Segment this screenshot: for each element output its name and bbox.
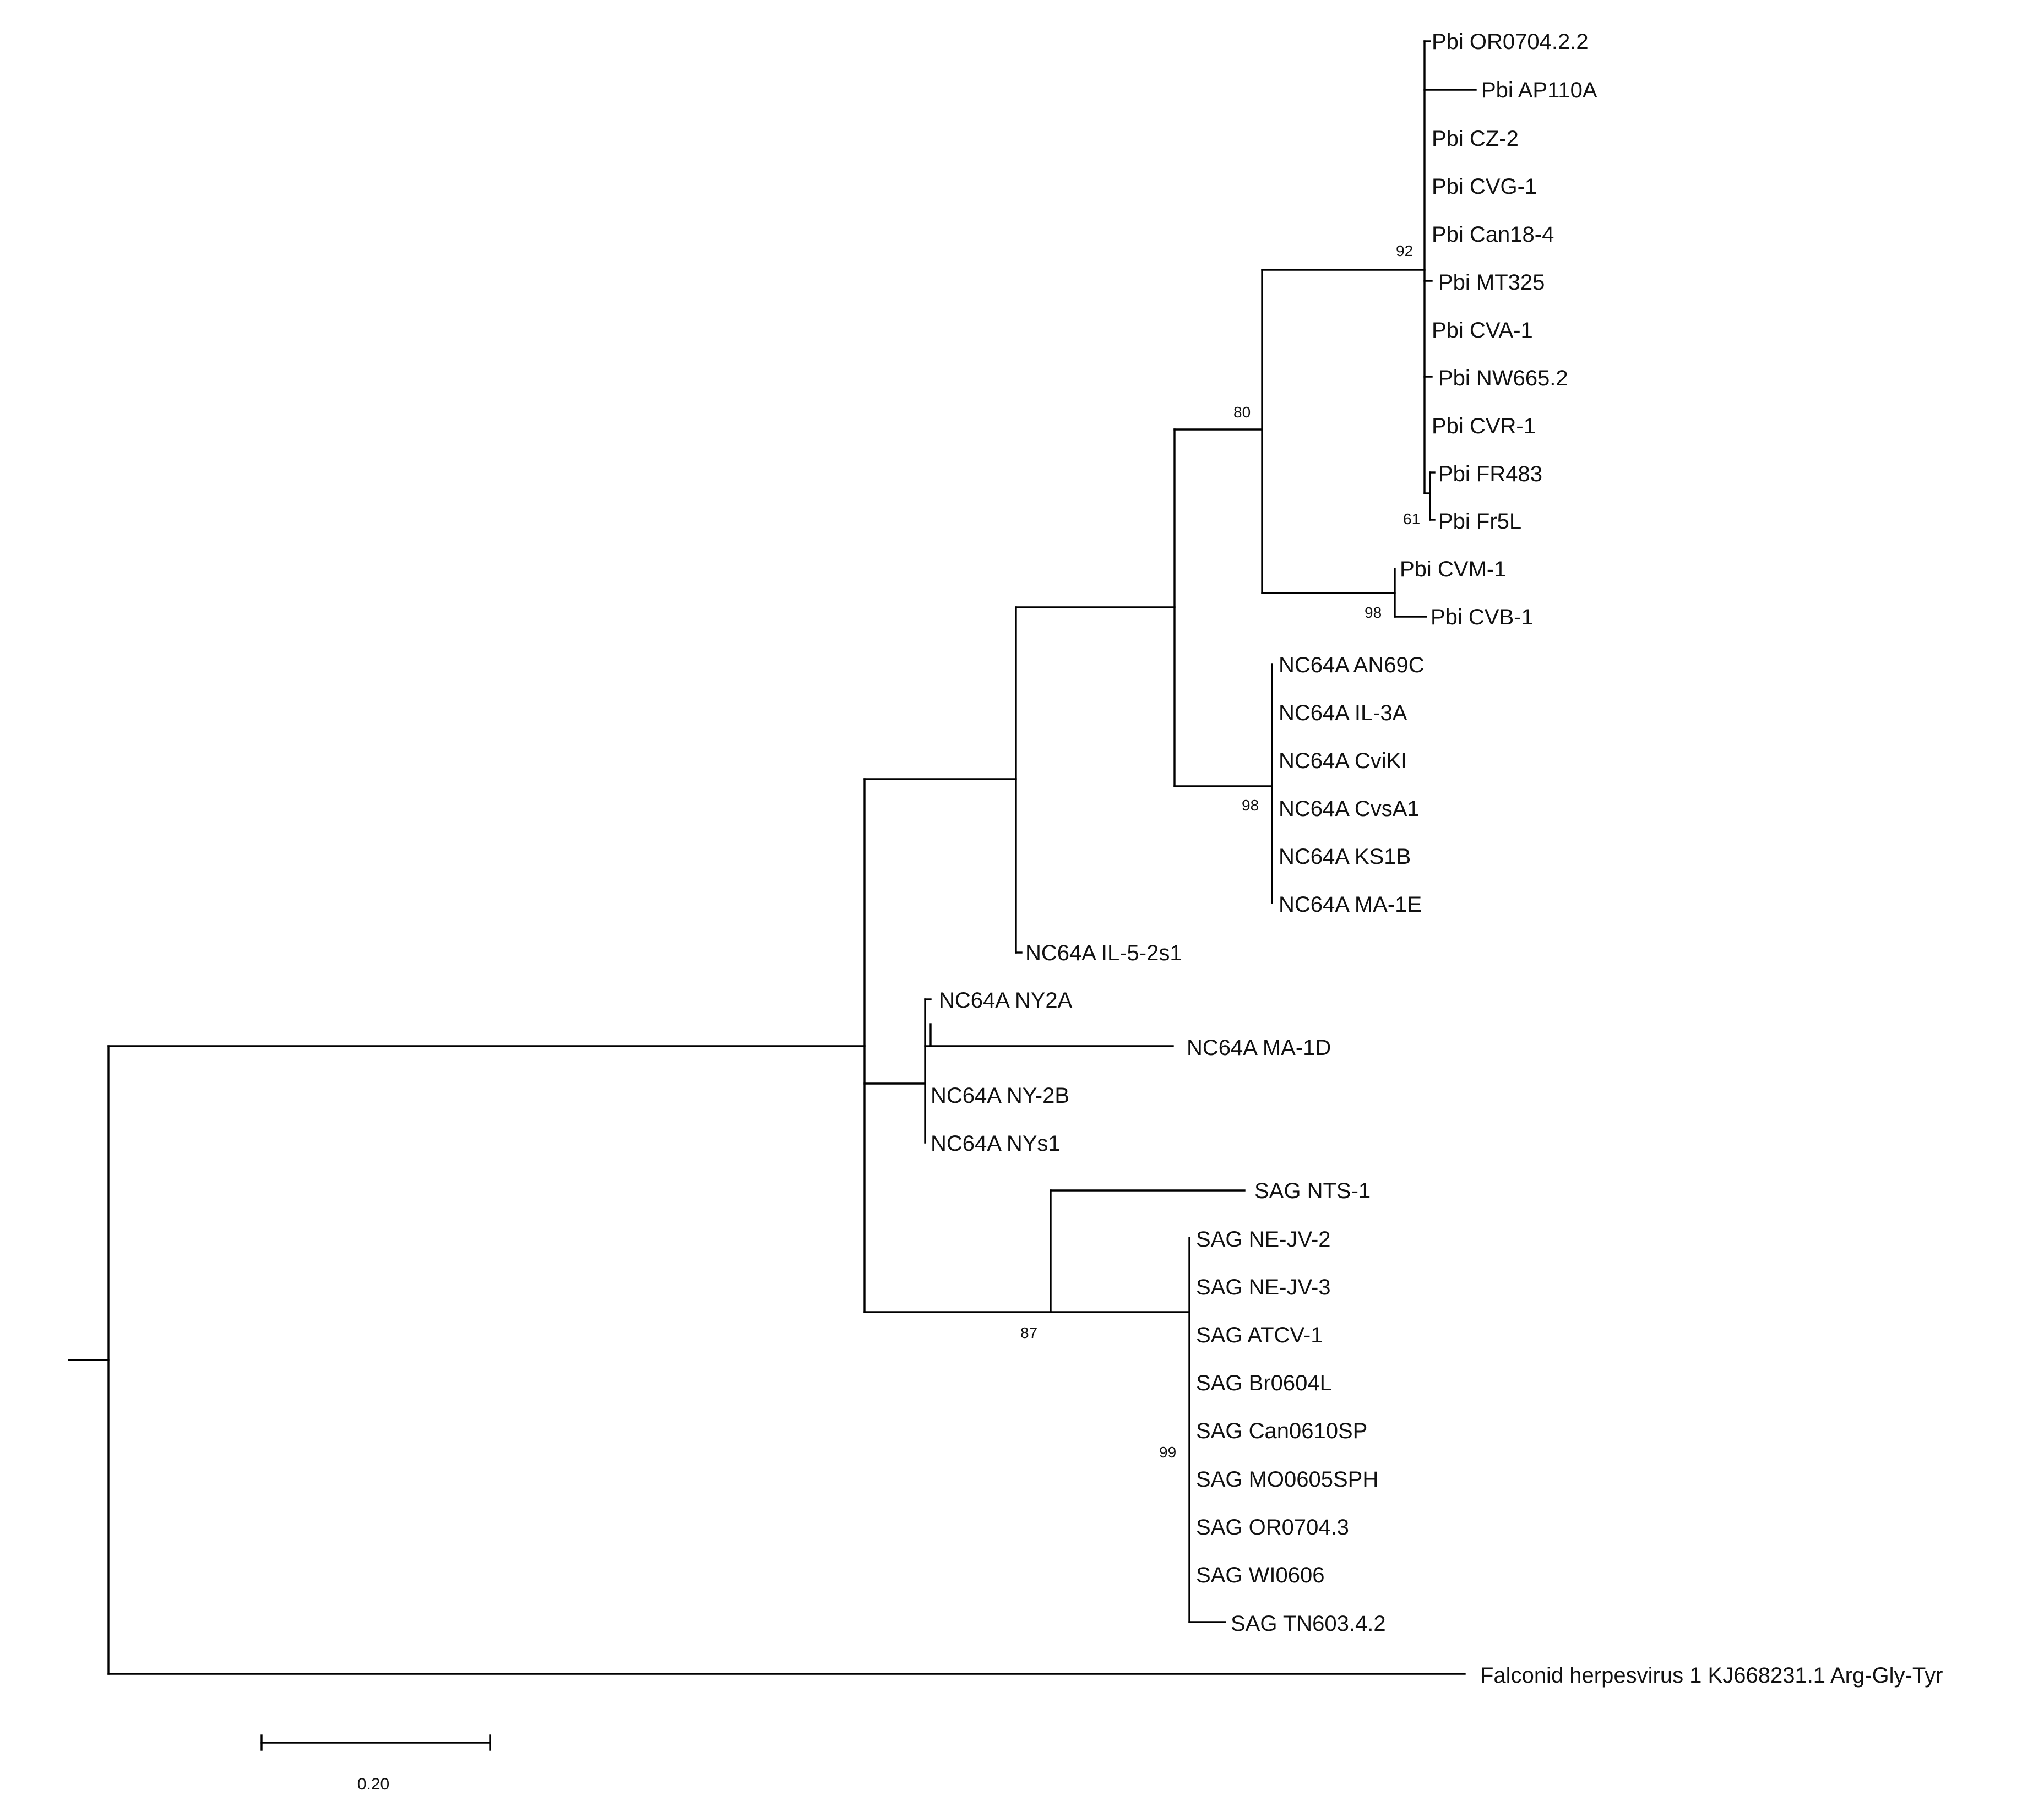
leaf-label: NC64A CvsA1 [1279, 797, 1420, 821]
leaf-label: SAG ATCV-1 [1196, 1323, 1323, 1347]
leaf-label: SAG NTS-1 [1254, 1179, 1371, 1203]
leaf-label: Pbi Can18-4 [1432, 222, 1554, 247]
leaf-label: Pbi MT325 [1438, 270, 1545, 295]
bootstrap-value: 87 [1020, 1324, 1037, 1341]
leaf-label: Pbi FR483 [1438, 462, 1542, 486]
tree-branches [68, 40, 1477, 1675]
leaf-label: NC64A CviKI [1279, 749, 1407, 773]
leaf-label: NC64A AN69C [1279, 653, 1425, 677]
leaf-label: Pbi Fr5L [1438, 509, 1521, 534]
leaf-label: Pbi CVG-1 [1432, 175, 1537, 199]
leaf-label: NC64A IL-5-2s1 [1025, 941, 1182, 965]
leaf-label-outgroup: Falconid herpesvirus 1 KJ668231.1 Arg-Gl… [1480, 1663, 1943, 1688]
scale-bar: 0.20 [260, 1734, 491, 1793]
leaf-label: SAG Br0604L [1196, 1371, 1332, 1395]
leaf-label: SAG NE-JV-2 [1196, 1227, 1331, 1252]
leaf-label: NC64A MA-1E [1279, 893, 1422, 917]
leaf-label: Pbi CVR-1 [1432, 414, 1536, 438]
leaf-label: NC64A NY-2B [931, 1084, 1069, 1108]
leaf-label: Pbi CVM-1 [1400, 557, 1506, 581]
leaf-label: NC64A NY2A [939, 988, 1073, 1013]
leaf-label: SAG OR0704.3 [1196, 1515, 1349, 1539]
leaf-label: NC64A MA-1D [1187, 1036, 1331, 1060]
bootstrap-value: 98 [1365, 604, 1382, 621]
bootstrap-value: 92 [1396, 242, 1413, 259]
leaf-label: SAG WI0606 [1196, 1563, 1324, 1587]
leaf-label: Pbi OR0704.2.2 [1432, 30, 1589, 54]
bootstrap-value: 98 [1242, 797, 1259, 814]
leaf-label: SAG MO0605SPH [1196, 1467, 1378, 1492]
leaf-label: NC64A NYs1 [931, 1131, 1061, 1156]
leaf-labels: Pbi OR0704.2.2 Pbi AP110A Pbi CZ-2 Pbi C… [931, 30, 1943, 1688]
leaf-label: Pbi AP110A [1481, 78, 1597, 102]
leaf-label: SAG Can0610SP [1196, 1419, 1367, 1443]
leaf-label: NC64A KS1B [1279, 845, 1411, 869]
leaf-label: Pbi NW665.2 [1438, 366, 1568, 390]
bootstrap-value: 99 [1159, 1444, 1176, 1461]
leaf-label: Pbi CZ-2 [1432, 127, 1519, 151]
leaf-label: SAG TN603.4.2 [1231, 1612, 1386, 1636]
bootstrap-values: 92 80 61 98 98 87 99 [1020, 242, 1420, 1461]
leaf-label: SAG NE-JV-3 [1196, 1275, 1331, 1299]
leaf-label: NC64A IL-3A [1279, 701, 1407, 725]
bootstrap-value: 80 [1233, 404, 1251, 421]
leaf-label: Pbi CVB-1 [1431, 605, 1534, 629]
bootstrap-value: 61 [1403, 510, 1420, 527]
leaf-label: Pbi CVA-1 [1432, 318, 1533, 342]
scale-bar-label: 0.20 [357, 1775, 389, 1793]
